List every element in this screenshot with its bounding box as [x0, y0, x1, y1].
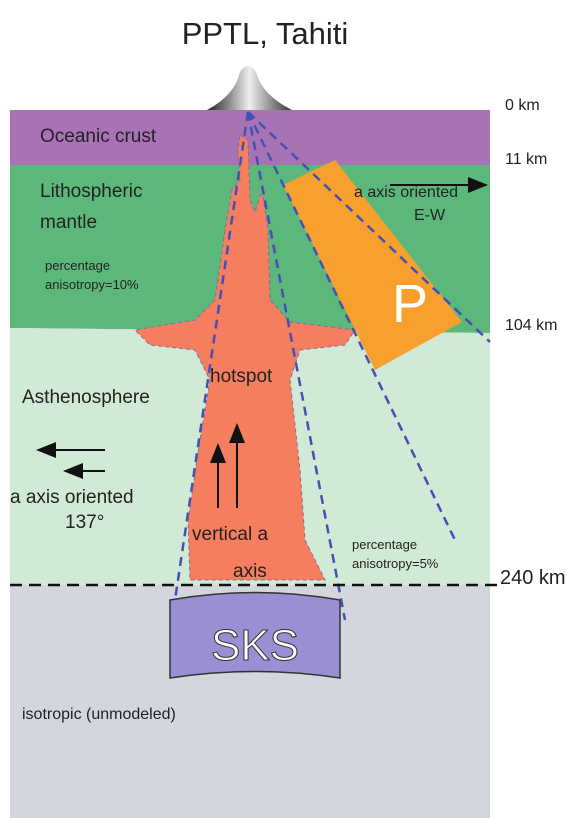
layer-label: Oceanic crust	[40, 126, 157, 147]
p-region	[283, 160, 462, 370]
volcano	[207, 66, 292, 110]
annotation: 137°	[65, 512, 104, 533]
annotation: axis	[233, 561, 267, 582]
ray	[247, 111, 491, 343]
sks-box	[169, 591, 341, 679]
ray	[246, 111, 347, 621]
sks-label: SKS	[211, 621, 299, 670]
annotation: E-W	[414, 207, 446, 224]
layer-label: isotropic (unmodeled)	[22, 706, 176, 723]
annotation: a axis oriented	[354, 184, 458, 201]
annotation: hotspot	[210, 366, 273, 387]
layer-label: Asthenosphere	[22, 387, 150, 408]
depth-label: 104 km	[505, 317, 557, 334]
title: PPTL, Tahiti	[182, 16, 349, 51]
layer-label: Lithospheric	[40, 181, 142, 202]
ray	[246, 111, 457, 541]
annotation: percentage	[45, 258, 110, 273]
p-label: P	[392, 274, 428, 334]
annotation: a axis oriented	[10, 487, 134, 508]
layer-label: mantle	[40, 212, 97, 233]
depth-label: 11 km	[505, 151, 547, 168]
annotation: anisotropy=10%	[45, 277, 139, 292]
hotspot-plume	[133, 134, 356, 581]
annotation: anisotropy=5%	[352, 556, 439, 571]
annotation: vertical a	[192, 524, 268, 545]
ray	[173, 111, 250, 601]
annotation: percentage	[352, 537, 417, 552]
depth-label: 240 km	[500, 567, 566, 589]
depth-label: 0 km	[505, 97, 540, 114]
